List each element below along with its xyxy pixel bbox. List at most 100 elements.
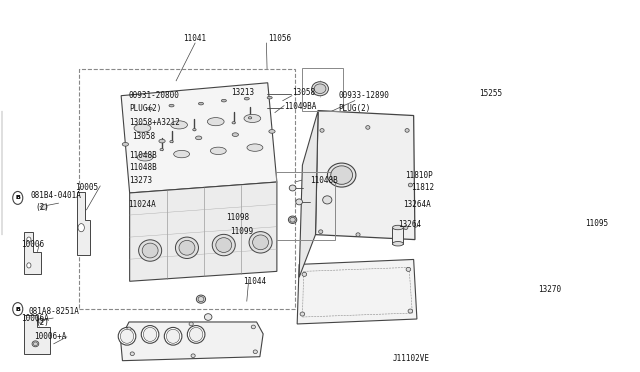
Ellipse shape [289, 216, 297, 224]
Ellipse shape [170, 141, 173, 143]
Text: (2): (2) [35, 318, 49, 327]
Ellipse shape [408, 183, 412, 187]
Ellipse shape [244, 97, 250, 100]
Ellipse shape [232, 133, 239, 137]
Bar [392, 228, 403, 244]
Text: 11098: 11098 [227, 213, 250, 222]
Ellipse shape [319, 230, 323, 234]
Text: B: B [15, 195, 20, 201]
Ellipse shape [312, 82, 328, 96]
Ellipse shape [137, 154, 153, 161]
Text: 13264A: 13264A [404, 201, 431, 209]
Ellipse shape [296, 199, 303, 205]
Ellipse shape [249, 232, 272, 253]
Text: PLUG(2): PLUG(2) [129, 104, 161, 113]
Ellipse shape [212, 234, 236, 256]
Ellipse shape [141, 326, 159, 343]
Ellipse shape [314, 84, 326, 93]
Ellipse shape [198, 296, 204, 302]
Ellipse shape [331, 166, 353, 184]
Ellipse shape [13, 192, 23, 204]
Text: 11024A: 11024A [128, 201, 156, 209]
Ellipse shape [175, 237, 198, 259]
Text: 13213: 13213 [231, 88, 254, 97]
Ellipse shape [189, 322, 193, 326]
Text: 10006A: 10006A [21, 314, 49, 324]
Ellipse shape [193, 129, 196, 131]
Ellipse shape [207, 118, 224, 126]
Ellipse shape [198, 102, 204, 105]
Text: 081B4-0401A: 081B4-0401A [31, 192, 82, 201]
Text: B: B [15, 195, 20, 201]
Ellipse shape [253, 235, 269, 250]
Bar [301, 68, 343, 110]
Ellipse shape [122, 142, 129, 146]
Text: 13273: 13273 [129, 176, 152, 185]
Ellipse shape [127, 327, 131, 331]
Polygon shape [316, 110, 415, 240]
Ellipse shape [120, 329, 134, 343]
Ellipse shape [78, 224, 84, 232]
Text: B: B [15, 307, 20, 312]
Ellipse shape [252, 325, 255, 329]
Ellipse shape [269, 129, 275, 133]
Text: 11048B: 11048B [129, 163, 157, 171]
Polygon shape [77, 192, 90, 256]
Text: 10006+A: 10006+A [35, 332, 67, 341]
Ellipse shape [166, 329, 180, 343]
Ellipse shape [247, 144, 263, 151]
Ellipse shape [143, 327, 157, 341]
Ellipse shape [328, 163, 356, 187]
Polygon shape [24, 232, 41, 274]
Ellipse shape [139, 240, 162, 261]
Text: 11044: 11044 [243, 277, 267, 286]
Ellipse shape [159, 139, 165, 143]
Ellipse shape [38, 319, 43, 323]
Polygon shape [297, 259, 417, 324]
Ellipse shape [142, 243, 158, 258]
Ellipse shape [134, 124, 151, 132]
Text: 11095: 11095 [585, 219, 608, 228]
Ellipse shape [392, 241, 403, 246]
Ellipse shape [244, 114, 260, 122]
Ellipse shape [33, 342, 38, 346]
Ellipse shape [13, 302, 23, 315]
Ellipse shape [365, 126, 370, 129]
Text: 10005: 10005 [75, 183, 98, 192]
Text: 11812: 11812 [412, 183, 435, 192]
Ellipse shape [189, 327, 203, 341]
Text: 11056: 11056 [268, 34, 291, 43]
Ellipse shape [191, 354, 195, 357]
Ellipse shape [41, 204, 47, 209]
Ellipse shape [232, 122, 236, 124]
Ellipse shape [130, 352, 134, 356]
Text: 13058: 13058 [292, 88, 315, 97]
Text: 11048B: 11048B [310, 176, 338, 185]
Text: 11099: 11099 [230, 227, 253, 236]
Text: 13264: 13264 [398, 220, 422, 229]
Ellipse shape [253, 350, 257, 354]
Ellipse shape [196, 295, 205, 303]
Ellipse shape [173, 150, 189, 158]
Text: 11049BA: 11049BA [284, 102, 316, 111]
Ellipse shape [267, 96, 272, 99]
Text: 13270: 13270 [538, 285, 561, 294]
Text: 11041: 11041 [184, 34, 207, 43]
Ellipse shape [406, 267, 411, 272]
Ellipse shape [302, 272, 307, 276]
Text: (2): (2) [35, 203, 49, 212]
Polygon shape [24, 315, 51, 354]
Ellipse shape [204, 314, 212, 320]
Ellipse shape [196, 136, 202, 140]
Ellipse shape [404, 226, 408, 230]
Text: 00933-12890: 00933-12890 [339, 91, 389, 100]
Ellipse shape [248, 117, 252, 119]
Text: 13058: 13058 [132, 132, 156, 141]
Ellipse shape [164, 327, 182, 345]
Ellipse shape [405, 129, 409, 132]
Ellipse shape [169, 104, 174, 107]
Ellipse shape [118, 327, 136, 345]
Text: 11048B: 11048B [129, 151, 157, 160]
Text: 10006: 10006 [21, 240, 44, 249]
Text: PLUG(2): PLUG(2) [339, 104, 371, 113]
